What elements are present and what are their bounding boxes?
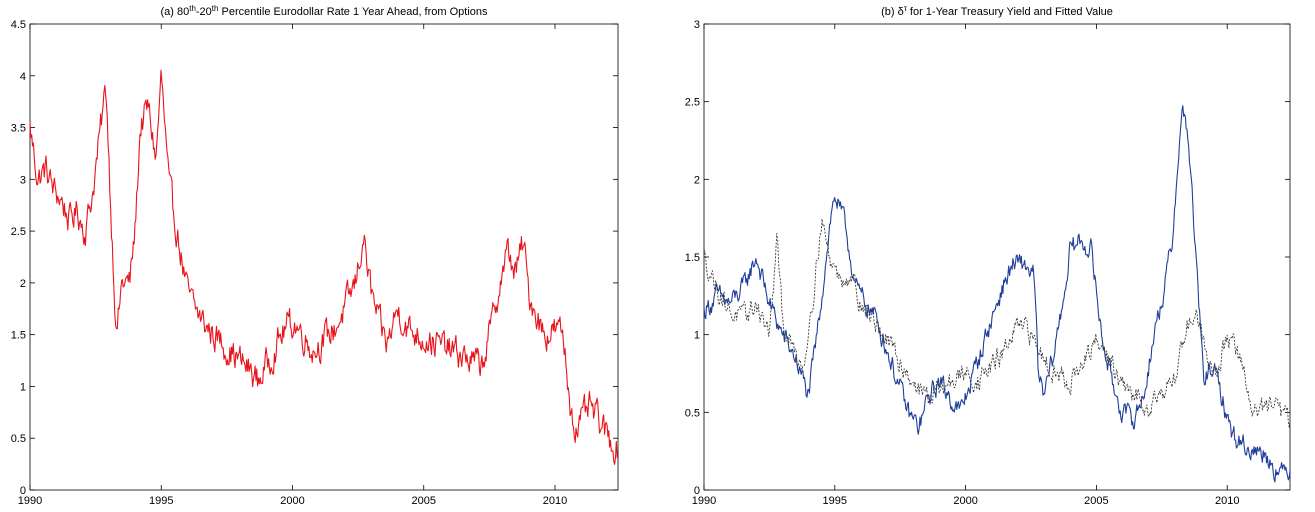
x-tick-label: 1995 <box>149 495 173 507</box>
series-line-1 <box>29 69 619 465</box>
chart-title: (b) δτ for 1-Year Treasury Yield and Fit… <box>881 4 1113 19</box>
axes-box <box>29 23 619 491</box>
x-tick-label: 1990 <box>18 495 42 507</box>
x-tick-label: 2010 <box>543 495 567 507</box>
y-tick-label: 2 <box>694 174 700 186</box>
y-tick-label: 0.5 <box>11 433 26 445</box>
x-tick-label: 2000 <box>280 495 304 507</box>
chart-title: (a) 80th-20th Percentile Eurodollar Rate… <box>160 4 488 19</box>
y-tick-label: 0.5 <box>685 407 700 419</box>
x-tick-label: 2000 <box>953 495 977 507</box>
series-line-1 <box>703 105 1291 483</box>
x-tick-label: 2005 <box>412 495 436 507</box>
axes-box <box>703 23 1291 491</box>
y-tick-label: 1 <box>694 330 700 342</box>
x-tick-label: 1995 <box>823 495 847 507</box>
y-tick-label: 1.5 <box>685 252 700 264</box>
x-tick-label: 2005 <box>1084 495 1108 507</box>
y-tick-label: 1.5 <box>11 330 26 342</box>
x-tick-label: 1990 <box>692 495 716 507</box>
chart-panel-1: (a) 80th-20th Percentile Eurodollar Rate… <box>11 4 619 507</box>
y-tick-label: 2.5 <box>685 97 700 109</box>
y-tick-label: 3 <box>694 19 700 31</box>
y-tick-label: 2.5 <box>11 226 26 238</box>
chart-panel-2: (b) δτ for 1-Year Treasury Yield and Fit… <box>685 4 1291 507</box>
y-tick-label: 4 <box>20 71 26 83</box>
x-tick-label: 2010 <box>1215 495 1239 507</box>
y-tick-label: 3 <box>20 174 26 186</box>
y-tick-label: 1 <box>20 381 26 393</box>
y-tick-label: 0 <box>694 485 700 497</box>
series-line-2 <box>703 218 1291 428</box>
y-tick-label: 3.5 <box>11 123 26 135</box>
y-tick-label: 0 <box>20 485 26 497</box>
y-tick-label: 4.5 <box>11 19 26 31</box>
y-tick-label: 2 <box>20 278 26 290</box>
